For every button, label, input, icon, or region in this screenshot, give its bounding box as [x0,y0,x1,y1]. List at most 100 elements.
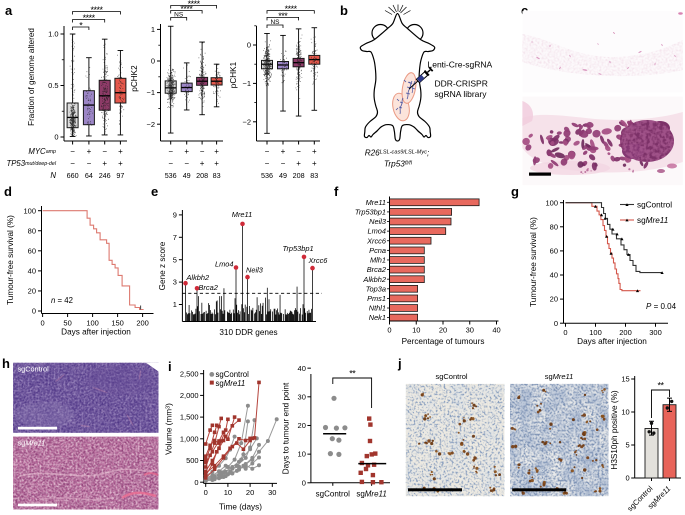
svg-text:Mlh1: Mlh1 [370,256,386,265]
svg-text:Brca2: Brca2 [367,265,386,274]
svg-text:−: − [87,159,92,168]
svg-text:Neil3: Neil3 [246,266,264,275]
svg-text:sgControl: sgControl [637,201,672,210]
svg-text:64: 64 [85,171,93,180]
svg-text:Nek1: Nek1 [369,313,386,322]
svg-text:20: 20 [298,421,306,430]
svg-text:*: * [79,21,83,31]
svg-text:Trp53bp1: Trp53bp1 [283,244,314,253]
svg-text:40: 40 [550,271,558,280]
svg-text:0: 0 [204,488,208,497]
svg-text:**: ** [349,369,356,379]
svg-text:****: **** [83,13,96,23]
svg-text:Alkbh2: Alkbh2 [362,275,386,284]
svg-text:+: + [87,147,92,156]
svg-text:208: 208 [196,171,208,180]
svg-text:+: + [312,147,317,156]
svg-text:pCHK2: pCHK2 [130,65,139,92]
svg-text:N: N [50,171,56,180]
svg-text:20: 20 [28,287,36,296]
svg-text:****: **** [188,0,201,9]
svg-text:Mre11: Mre11 [366,198,386,207]
svg-text:100: 100 [23,206,36,215]
svg-text:−: − [184,159,189,168]
svg-text:80: 80 [28,226,36,235]
svg-text:100: 100 [589,328,602,337]
svg-text:200: 200 [136,319,149,328]
svg-text:a: a [5,3,13,18]
svg-text:Fraction of genome altered: Fraction of genome altered [27,28,36,126]
svg-text:−: − [102,147,107,156]
svg-text:P = 0.04: P = 0.04 [646,302,677,311]
svg-text:0: 0 [387,326,391,335]
svg-text:Pcna: Pcna [369,246,386,255]
svg-text:−: − [168,147,173,156]
svg-text:Pms1: Pms1 [367,294,386,303]
svg-text:sgRNA library: sgRNA library [435,89,488,99]
svg-text:0: 0 [32,307,36,316]
svg-text:−2: −2 [242,117,251,126]
svg-text:0: 0 [563,328,567,337]
svg-text:−: − [168,159,173,168]
svg-text:b: b [340,3,348,18]
svg-text:40: 40 [492,326,500,335]
svg-text:536: 536 [261,171,273,180]
svg-text:10: 10 [298,450,306,459]
svg-text:500: 500 [186,456,199,465]
svg-text:0: 0 [554,319,558,328]
svg-text:Top3a: Top3a [366,284,386,293]
svg-text:sgMre11: sgMre11 [216,379,246,388]
svg-text:10: 10 [224,488,232,497]
svg-text:−: − [70,159,75,168]
svg-text:200: 200 [619,328,632,337]
svg-text:sgControl: sgControl [435,372,467,381]
svg-text:n = 42: n = 42 [51,296,73,305]
svg-text:Tumour-free survival (%): Tumour-free survival (%) [529,217,538,307]
svg-text:208: 208 [293,171,305,180]
svg-text:Lmo4: Lmo4 [368,227,387,236]
svg-text:H3S10ph positive (%): H3S10ph positive (%) [610,390,619,469]
svg-text:60: 60 [28,246,36,255]
svg-text:0: 0 [41,319,45,328]
svg-text:97: 97 [116,171,124,180]
svg-text:Days to tumour end point: Days to tumour end point [282,382,291,474]
svg-text:−1: −1 [146,88,155,97]
svg-text:sgControl: sgControl [316,490,350,499]
svg-text:pCHK1: pCHK1 [229,61,238,88]
svg-text:1: 1 [173,300,177,309]
svg-text:Days after injection: Days after injection [61,328,131,337]
svg-text:0: 0 [151,57,155,66]
svg-text:10: 10 [412,326,420,335]
svg-text:+: + [118,147,123,156]
svg-text:Mre11: Mre11 [232,210,252,219]
svg-text:7: 7 [173,233,177,242]
svg-text:3: 3 [173,278,177,287]
svg-text:+: + [102,159,107,168]
svg-text:15: 15 [621,375,629,384]
svg-text:DDR-CRISPR: DDR-CRISPR [435,79,488,89]
svg-text:Lmo4: Lmo4 [215,260,234,269]
svg-text:60: 60 [550,247,558,256]
svg-text:**: ** [657,381,664,391]
svg-text:Volume (mm3): Volume (mm3) [165,403,174,455]
svg-text:40: 40 [298,364,306,373]
svg-text:0: 0 [247,41,251,50]
svg-text:100: 100 [545,198,558,207]
svg-text:Neil3: Neil3 [369,217,387,226]
svg-text:50: 50 [63,319,71,328]
svg-text:1.0: 1.0 [48,30,58,39]
svg-text:1,500: 1,500 [180,413,199,422]
svg-text:150: 150 [111,319,124,328]
svg-text:30: 30 [268,488,276,497]
svg-text:−: − [281,159,286,168]
svg-text:660: 660 [67,171,79,180]
svg-text:+: + [200,159,205,168]
svg-text:Tumour-free survival (%): Tumour-free survival (%) [6,215,15,305]
svg-text:83: 83 [213,171,221,180]
svg-text:sgControl: sgControl [18,365,50,374]
svg-text:0: 0 [626,474,630,483]
svg-text:536: 536 [165,171,177,180]
svg-text:+: + [312,159,317,168]
svg-text:1,000: 1,000 [180,434,199,443]
svg-text:c: c [521,3,528,18]
